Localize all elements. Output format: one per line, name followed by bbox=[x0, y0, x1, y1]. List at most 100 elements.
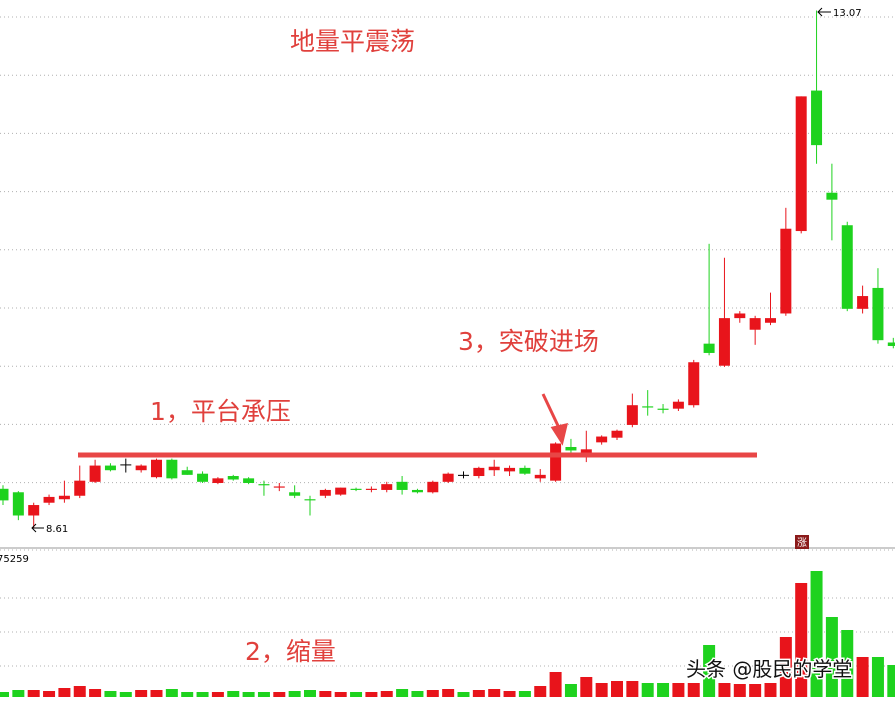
volume-bar bbox=[288, 690, 301, 697]
volume-bar bbox=[534, 685, 547, 697]
volume-bar bbox=[703, 644, 716, 697]
candle-body bbox=[427, 481, 439, 493]
candle-body bbox=[688, 362, 700, 406]
candle-body bbox=[780, 228, 792, 314]
volume-bar bbox=[488, 688, 501, 697]
low-label: 8.61 bbox=[46, 524, 68, 535]
candle-body bbox=[611, 430, 623, 438]
candle-body bbox=[765, 318, 776, 323]
candle-body bbox=[350, 488, 362, 490]
candle-body bbox=[887, 342, 895, 346]
candle-body bbox=[795, 96, 807, 232]
volume-bar bbox=[841, 629, 854, 697]
volume-bar bbox=[58, 687, 71, 697]
volume-bar bbox=[626, 680, 639, 697]
candle-body bbox=[657, 408, 669, 410]
candle-body bbox=[565, 446, 577, 451]
candle-body bbox=[488, 466, 500, 471]
label-arrow bbox=[31, 523, 44, 533]
annotation: 2，缩量 bbox=[245, 637, 336, 666]
candle-body bbox=[365, 488, 377, 490]
candle-body bbox=[596, 436, 608, 443]
volume-bar bbox=[549, 671, 562, 697]
candle-body bbox=[826, 192, 838, 200]
volume-bar bbox=[442, 688, 455, 697]
candle-body bbox=[703, 343, 715, 353]
candle-body bbox=[811, 90, 823, 146]
candle-body bbox=[12, 492, 24, 516]
volume-bar bbox=[104, 690, 117, 697]
candle-body bbox=[519, 467, 531, 474]
volume-bar bbox=[396, 688, 409, 697]
candle-body bbox=[319, 489, 331, 496]
volume-bar bbox=[411, 690, 424, 697]
candle-body bbox=[258, 484, 270, 486]
volume-bar bbox=[779, 636, 792, 697]
volume-bar bbox=[825, 616, 838, 697]
volume-bar bbox=[380, 690, 393, 697]
volume-bar bbox=[657, 682, 670, 697]
chart-title: 地量平震荡 bbox=[290, 27, 415, 56]
candle-body bbox=[212, 478, 224, 483]
candle-body bbox=[89, 465, 101, 482]
volume-bar bbox=[472, 689, 485, 697]
candle-body bbox=[227, 476, 239, 480]
candle-body bbox=[672, 401, 684, 409]
volume-bar bbox=[242, 691, 255, 697]
candle-body bbox=[289, 492, 301, 496]
candle-body bbox=[43, 496, 55, 503]
volume-bar bbox=[12, 689, 25, 697]
volume-bar bbox=[564, 683, 577, 697]
volume-bar bbox=[641, 682, 654, 697]
candle-body bbox=[135, 465, 147, 471]
candle-body bbox=[166, 459, 178, 479]
watermark: 头条 @股民的学堂 bbox=[686, 657, 852, 681]
marks bbox=[0, 10, 895, 697]
candle-body bbox=[411, 489, 423, 493]
candle-body bbox=[534, 474, 546, 479]
volume-bar bbox=[227, 690, 240, 697]
volume-bar bbox=[856, 656, 869, 697]
volume-bar bbox=[350, 691, 363, 697]
volume-bar bbox=[73, 685, 86, 697]
grid bbox=[0, 16, 895, 667]
candle-body bbox=[273, 486, 285, 488]
candle-body bbox=[458, 474, 469, 476]
volume-bar bbox=[795, 582, 808, 697]
candle-body bbox=[120, 464, 132, 466]
volume-bar bbox=[150, 689, 163, 697]
volume-bar bbox=[43, 690, 56, 697]
volume-bar bbox=[810, 570, 823, 697]
candle-body bbox=[857, 296, 869, 309]
volume-bar bbox=[764, 682, 777, 697]
volume-bar bbox=[89, 688, 102, 697]
candle-body bbox=[28, 505, 40, 516]
volume-bar bbox=[365, 691, 378, 697]
volume-bar bbox=[672, 682, 685, 697]
candle-body bbox=[0, 488, 9, 501]
candle-body bbox=[642, 406, 654, 408]
candle-body bbox=[734, 313, 746, 319]
volume-bar bbox=[319, 690, 332, 697]
volume-bar bbox=[135, 689, 148, 697]
candle-body bbox=[396, 481, 408, 490]
volume-bar bbox=[503, 690, 516, 697]
candle-body bbox=[151, 459, 162, 478]
volume-bar bbox=[165, 688, 178, 697]
volume-bar bbox=[457, 691, 470, 697]
high-label: 13.07 bbox=[833, 8, 862, 19]
candle-body bbox=[580, 449, 592, 453]
candle-body bbox=[304, 499, 316, 501]
volume-bar bbox=[27, 689, 40, 697]
candle-body bbox=[872, 287, 884, 341]
volume-bar bbox=[257, 691, 270, 697]
candle-body bbox=[243, 478, 255, 483]
candle-body bbox=[626, 405, 638, 425]
annotation: 3，突破进场 bbox=[458, 327, 599, 356]
y-tick-label: 75259 bbox=[0, 554, 29, 565]
arrow bbox=[541, 393, 569, 446]
volume-bar bbox=[426, 689, 439, 697]
volume-bar bbox=[119, 691, 132, 697]
volume-bar bbox=[595, 682, 608, 697]
